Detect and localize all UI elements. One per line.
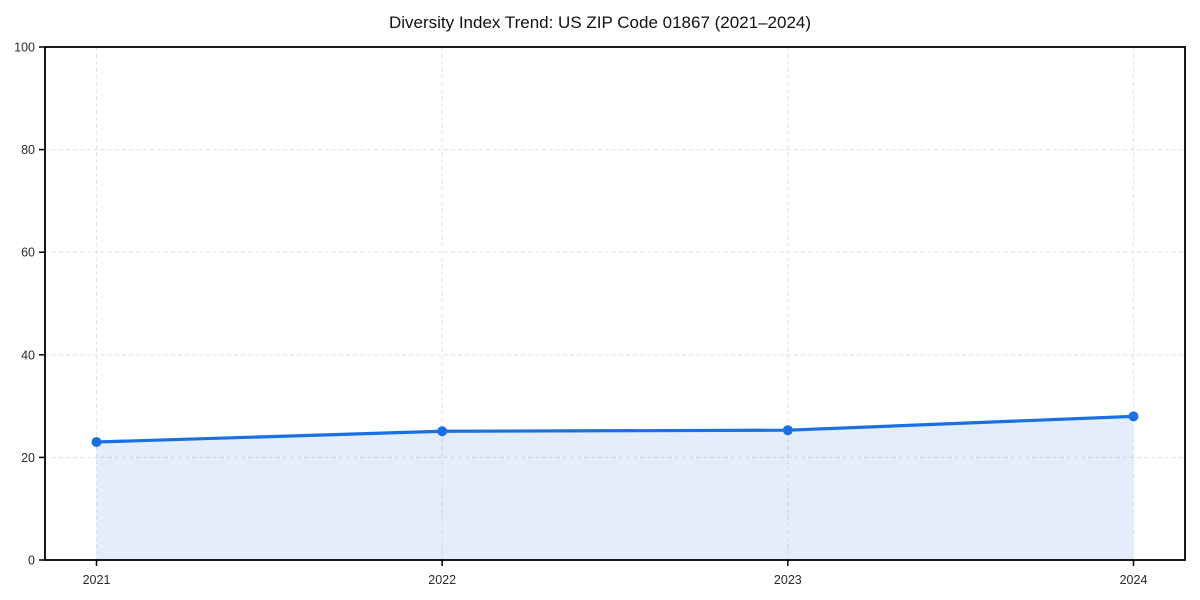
x-tick-label-2023: 2023 (774, 573, 802, 587)
y-tick-label-80: 80 (21, 143, 35, 157)
x-tick-label-2021: 2021 (83, 573, 111, 587)
data-point-2022 (437, 426, 448, 437)
y-tick-label-40: 40 (21, 348, 35, 362)
x-tick-label-2022: 2022 (428, 573, 456, 587)
y-tick-label-0: 0 (28, 554, 35, 568)
area-fill (96, 416, 1134, 560)
chart-title: Diversity Index Trend: US ZIP Code 01867… (388, 13, 812, 32)
y-tick-label-100: 100 (14, 41, 35, 55)
data-point-2024 (1128, 411, 1139, 422)
y-tick-label-60: 60 (21, 246, 35, 260)
axes-frame (44, 46, 1186, 561)
trend-line (94, 414, 1136, 444)
data-point-2023 (782, 425, 793, 436)
data-point-2021 (91, 437, 102, 448)
x-tick-label-2024: 2024 (1120, 573, 1148, 587)
y-tick-label-20: 20 (21, 451, 35, 465)
